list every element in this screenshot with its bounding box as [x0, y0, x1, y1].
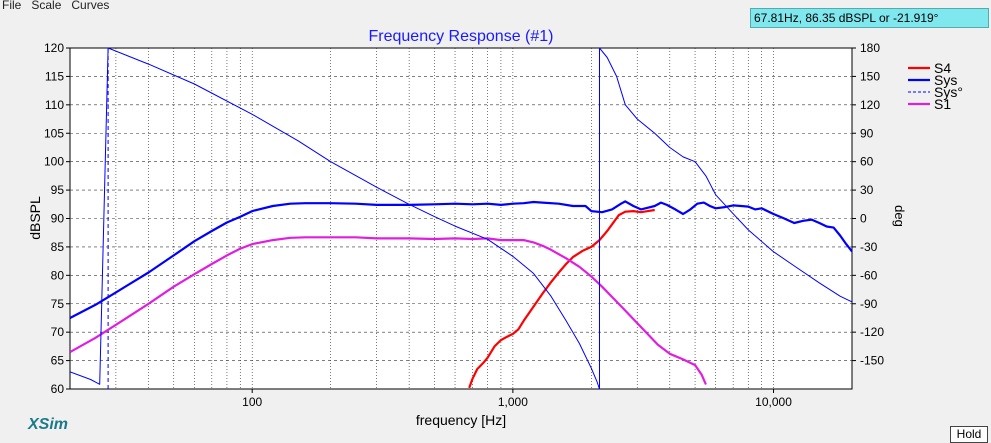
x-axis: 100 1,000 10,000: [242, 389, 792, 409]
legend-label-3: S1: [934, 96, 951, 112]
menu-bar: File Scale Curves: [0, 0, 109, 14]
y2-tick-label: -150: [860, 354, 884, 368]
x-tick-label: 10,000: [755, 395, 792, 409]
y-tick-label: 85: [51, 240, 65, 254]
hold-button[interactable]: Hold: [950, 426, 988, 443]
y2-tick-label: 60: [860, 155, 874, 169]
series-line-3: [70, 236, 707, 385]
y2-tick-label: 90: [860, 126, 874, 140]
legend-label-2: Sys°: [934, 84, 963, 100]
y2-tick-label: 150: [860, 69, 880, 83]
chart-title: Frequency Response (#1): [369, 28, 554, 45]
cursor-readout: 67.81Hz, 86.35 dBSPL or -21.919°: [750, 8, 989, 28]
y-tick-label: 105: [44, 126, 64, 140]
legend-label-1: Sys: [934, 72, 957, 88]
y-axis-left: 60 65 70 75 80 85 90 95 100 105 110 115 120: [44, 41, 70, 396]
series-line-1: [70, 200, 852, 319]
y2-tick-label: 180: [860, 41, 880, 55]
y2-tick-label: 0: [860, 212, 867, 226]
legend-label-0: S4: [934, 60, 951, 76]
grid-lines: [70, 48, 852, 389]
y2-tick-label: -120: [860, 325, 884, 339]
series-group: [70, 48, 852, 389]
x-axis-label: frequency [Hz]: [416, 412, 506, 428]
y-tick-label: 110: [45, 98, 64, 112]
x-tick-label: 1,000: [498, 395, 528, 409]
y2-tick-label: -30: [860, 240, 878, 254]
y2-tick-label: 120: [860, 98, 880, 112]
y-tick-label: 120: [44, 41, 64, 55]
y2-axis-label: deg: [892, 205, 907, 227]
menu-file[interactable]: File: [2, 0, 22, 12]
y-tick-label: 95: [51, 183, 65, 197]
y-tick-label: 80: [51, 268, 65, 282]
y2-tick-label: -90: [860, 297, 878, 311]
xsim-logo: XSim: [28, 416, 69, 433]
y-tick-label: 115: [45, 69, 64, 83]
y-axis-label: dBSPL: [27, 196, 43, 240]
y-tick-label: 90: [51, 212, 65, 226]
series-line-0: [468, 208, 655, 389]
y-tick-label: 65: [51, 354, 65, 368]
y-tick-label: 100: [44, 155, 64, 169]
series-line-4: [70, 48, 852, 389]
menu-scale[interactable]: Scale: [31, 0, 62, 12]
y2-tick-label: 30: [860, 183, 874, 197]
y2-tick-label: -60: [860, 268, 878, 282]
x-tick-label: 100: [242, 395, 262, 409]
y-tick-label: 70: [51, 325, 65, 339]
y-axis-right: -150 -120 -90 -60 -30 0 30 60 90 120 150 180: [852, 41, 884, 368]
y-tick-label: 75: [51, 297, 65, 311]
y-tick-label: 60: [51, 382, 65, 396]
menu-curves[interactable]: Curves: [71, 0, 110, 12]
